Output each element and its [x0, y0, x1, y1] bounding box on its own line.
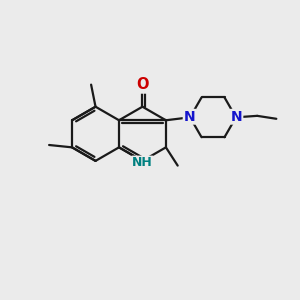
Text: N: N [231, 110, 242, 124]
Text: O: O [136, 77, 149, 92]
Text: N: N [184, 110, 195, 124]
Text: NH: NH [132, 157, 153, 169]
Text: O: O [136, 79, 148, 92]
